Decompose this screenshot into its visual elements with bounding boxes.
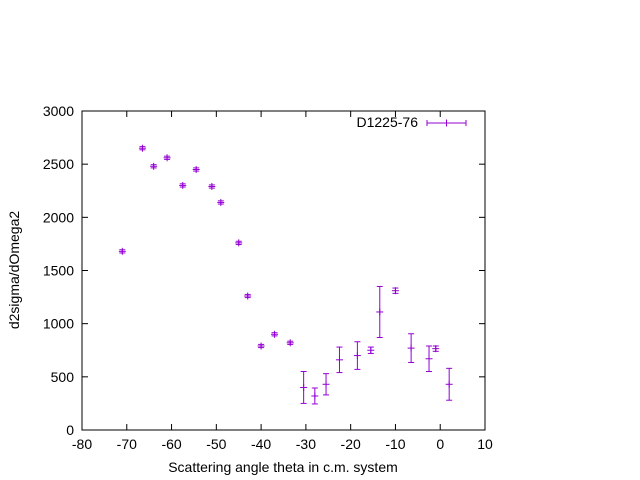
x-tick-label: -60: [161, 436, 181, 452]
data-point: [235, 239, 243, 247]
x-tick-label: -10: [385, 436, 405, 452]
data-point: [376, 285, 384, 338]
data-point: [335, 346, 343, 374]
x-tick-label: -40: [251, 436, 271, 452]
data-point: [217, 198, 225, 206]
legend-label: D1225-76: [357, 114, 419, 130]
x-tick-label: -20: [341, 436, 361, 452]
data-point: [367, 346, 375, 354]
data-point: [257, 342, 265, 350]
data-point: [192, 165, 200, 173]
data-point: [286, 339, 294, 347]
data-point: [425, 345, 433, 373]
plot-frame: [81, 110, 486, 431]
data-point: [244, 292, 252, 300]
data-point: [353, 341, 361, 370]
x-tick-label: -30: [296, 436, 316, 452]
data-point: [163, 154, 171, 162]
y-tick-label: 500: [51, 369, 75, 385]
data-point: [138, 144, 146, 152]
y-tick-label: 2000: [43, 209, 74, 225]
x-tick-label: -50: [206, 436, 226, 452]
y-tick-label: 1000: [43, 316, 74, 332]
y-tick-label: 1500: [43, 263, 74, 279]
y-tick-label: 2500: [43, 156, 74, 172]
data-point: [407, 333, 415, 363]
data-point: [432, 345, 440, 353]
x-tick-label: 10: [477, 436, 493, 452]
y-axis-label: d2sigma/dOmega2: [6, 211, 22, 330]
data-point: [445, 367, 453, 401]
data-point: [391, 287, 399, 295]
legend-sample: [426, 119, 467, 127]
data-point: [118, 247, 126, 255]
x-tick-label: 0: [436, 436, 444, 452]
data-point: [208, 182, 216, 190]
axis-ticks: [81, 110, 486, 431]
y-tick-label: 3000: [43, 103, 74, 119]
x-axis-label: Scattering angle theta in c.m. system: [168, 459, 398, 475]
data-point: [271, 330, 279, 338]
y-tick-label: 0: [66, 422, 74, 438]
legend: D1225-76: [357, 114, 467, 130]
x-tick-label: -80: [72, 436, 92, 452]
data-point: [179, 181, 187, 189]
x-tick-label: -70: [117, 436, 137, 452]
data-point: [311, 387, 319, 405]
data-point: [322, 373, 330, 396]
tick-labels: -80 -70 -60 -50 -40 -30 -20 -10 0 10 0 500 1000 1500 2…: [43, 103, 493, 452]
data-point: [150, 162, 158, 170]
data-points: [118, 144, 453, 405]
data-point: [300, 371, 308, 404]
